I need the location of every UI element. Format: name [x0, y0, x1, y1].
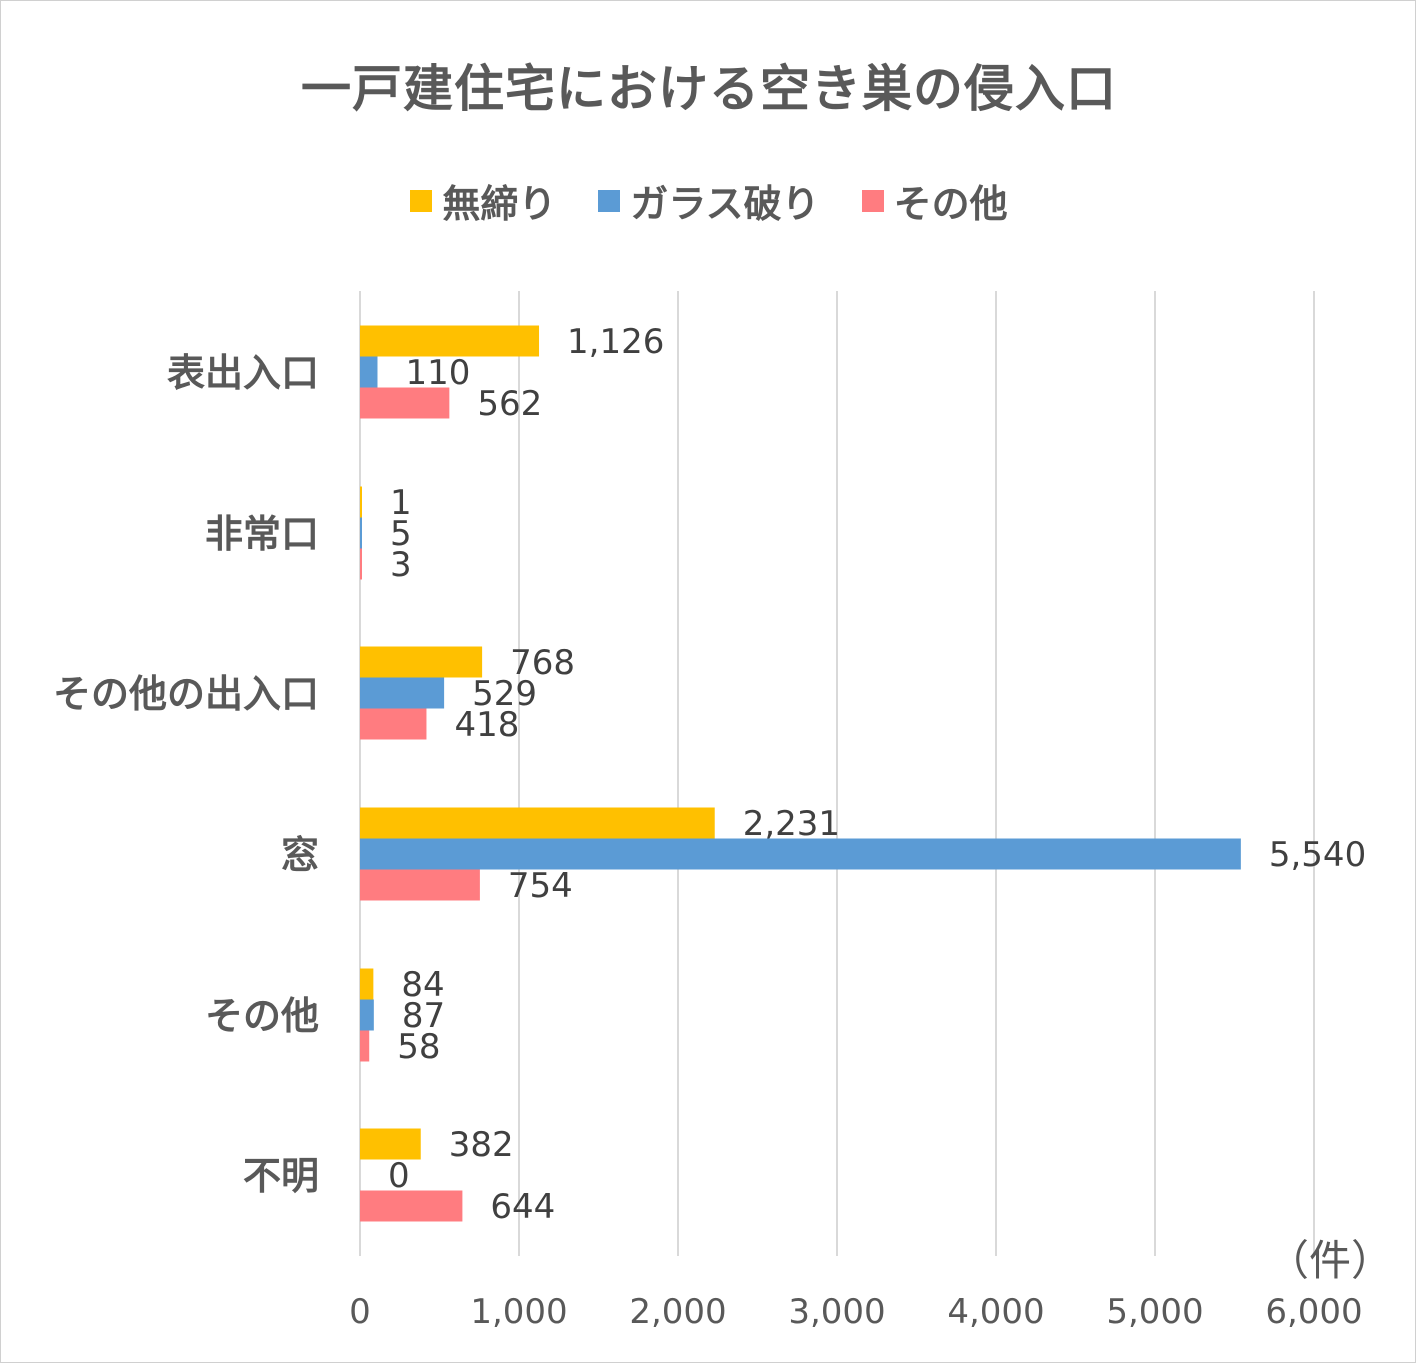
data-label: 2,231: [743, 804, 840, 844]
legend-label: 無締り: [442, 182, 557, 226]
data-label: 529: [472, 674, 537, 714]
data-label: 644: [490, 1187, 555, 1227]
legend-item: ガラス破り: [598, 173, 820, 228]
data-label: 58: [397, 1027, 440, 1067]
data-label: 562: [477, 384, 542, 424]
data-label: 768: [510, 643, 575, 683]
category-label: 非常口: [205, 512, 319, 556]
x-tick-label: 2,000: [629, 1292, 726, 1332]
data-label: 5,540: [1269, 835, 1366, 875]
data-label: 84: [401, 965, 444, 1005]
bar: [360, 325, 540, 357]
bar: [360, 807, 715, 839]
bar: [360, 548, 362, 580]
data-label: 382: [449, 1125, 514, 1165]
x-tick-label: 0: [349, 1292, 371, 1332]
bar: [360, 356, 378, 388]
bar: [360, 486, 362, 518]
x-tick-label: 4,000: [947, 1292, 1044, 1332]
bar: [360, 708, 427, 740]
chart-title: 一戸建住宅における空き巣の侵入口: [301, 60, 1117, 118]
bar: [360, 387, 450, 419]
unit-label: （件）: [1267, 1236, 1394, 1285]
category-label: 表出入口: [167, 351, 319, 395]
bar: [360, 1030, 370, 1062]
data-label: 1: [390, 483, 412, 523]
bar: [360, 999, 374, 1031]
x-tick-label: 3,000: [788, 1292, 885, 1332]
data-label: 87: [402, 996, 445, 1036]
bar: [360, 968, 374, 1000]
bar: [360, 1128, 421, 1160]
category-label: 窓: [281, 833, 319, 877]
category-label: その他の出入口: [53, 672, 319, 716]
data-label: 0: [388, 1156, 410, 1196]
data-label: 754: [508, 866, 573, 906]
legend-item: 無締り: [410, 173, 556, 228]
legend-item: その他: [861, 173, 1008, 228]
legend-label: ガラス破り: [630, 182, 820, 226]
bar: [360, 869, 480, 901]
data-label: 3: [390, 545, 412, 585]
category-label: 不明: [243, 1154, 319, 1198]
bar: [360, 838, 1241, 870]
x-tick-label: 5,000: [1106, 1292, 1203, 1332]
data-label: 1,126: [567, 322, 664, 362]
legend: 無締り ガラス破り その他: [1, 173, 1416, 228]
data-label: 418: [454, 705, 519, 745]
data-label: 110: [405, 353, 470, 393]
bar: [360, 517, 362, 549]
legend-swatch: [598, 189, 621, 212]
category-label: その他: [205, 994, 319, 1038]
x-tick-label: 1,000: [470, 1292, 567, 1332]
bar: [360, 1190, 463, 1222]
bar: [360, 646, 483, 678]
legend-label: その他: [893, 182, 1008, 226]
legend-swatch: [410, 189, 433, 212]
x-tick-label: 6,000: [1265, 1292, 1362, 1332]
legend-swatch: [861, 189, 884, 212]
bar: [360, 677, 445, 709]
data-label: 5: [390, 514, 412, 554]
